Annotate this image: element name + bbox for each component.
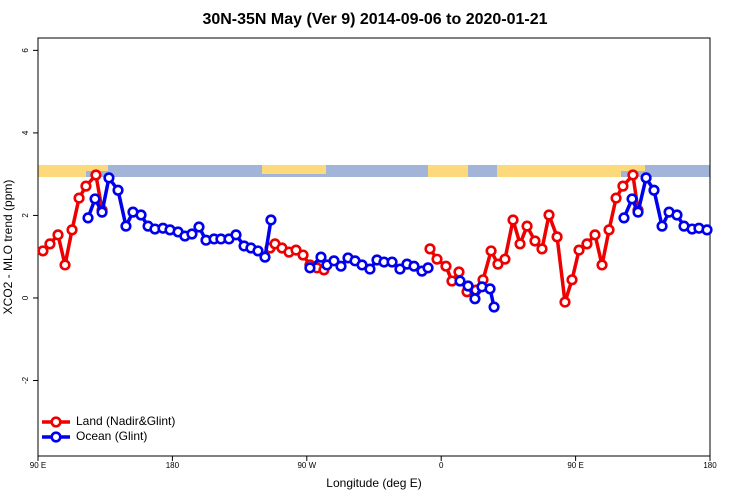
data-point [596,259,608,271]
y-tick-label: 2 [21,213,30,218]
data-point [82,212,94,224]
data-point [424,243,436,255]
data-point [408,260,420,272]
data-point [543,209,555,221]
data-point [66,224,78,236]
data-point [484,283,496,295]
data-point [499,253,511,265]
data-point [627,169,639,181]
data-point [488,301,500,313]
data-point [315,251,327,263]
data-point [297,249,309,261]
data-point [521,220,533,232]
data-point [135,209,147,221]
data-point [112,184,124,196]
data-point [364,263,376,275]
y-tick-label: -2 [21,376,30,384]
data-point [422,262,434,274]
legend-label: Ocean (Glint) [76,429,147,443]
data-point [581,238,593,250]
y-tick-label: 4 [21,130,30,135]
data-point [265,214,277,226]
data-point [617,180,629,192]
x-tick-label: 90 E [30,461,46,470]
data-point [610,192,622,204]
data-point [701,224,713,236]
data-point [514,238,526,250]
x-axis-label: Longitude (deg E) [326,476,421,490]
plot-frame [37,37,711,457]
data-point [96,206,108,218]
data-point [304,262,316,274]
y-tick-label: 6 [21,48,30,53]
data-point [120,220,132,232]
land-ocean-strip [38,165,710,177]
legend-label: Land (Nadir&Glint) [76,414,175,428]
data-point [37,245,49,257]
data-point [230,229,242,241]
data-point [328,255,340,267]
data-point [52,229,64,241]
data-point [453,266,465,278]
data-point [440,260,452,272]
data-point [618,212,630,224]
data-point [603,224,615,236]
data-point [671,209,683,221]
y-tick-label: 0 [21,295,30,300]
data-point [640,172,652,184]
data-point [290,244,302,256]
data-point [186,228,198,240]
data-point [193,221,205,233]
data-point [386,256,398,268]
x-tick-label: 180 [166,461,180,470]
data-point [431,253,443,265]
x-tick-label: 0 [439,461,444,470]
data-point [103,172,115,184]
y-axis-label: XCO2 - MLO trend (ppm) [1,180,15,315]
data-point [454,275,466,287]
data-point [536,243,548,255]
data-point [80,180,92,192]
x-tick-label: 90 W [297,461,316,470]
data-point [44,238,56,250]
data-point [656,220,668,232]
chart-title: 30N-35N May (Ver 9) 2014-09-06 to 2020-0… [202,11,547,28]
data-point [259,251,271,263]
data-point [89,193,101,205]
data-point [335,260,347,272]
legend-marker [50,431,62,443]
data-point [394,263,406,275]
legend: Land (Nadir&Glint)Ocean (Glint) [42,414,175,443]
data-point [589,229,601,241]
x-tick-label: 180 [703,461,717,470]
data-point [573,244,585,256]
data-point [559,296,571,308]
legend-marker [50,416,62,428]
data-point [529,235,541,247]
data-point [462,280,474,292]
data-point [632,206,644,218]
data-point [485,245,497,257]
data-point [73,192,85,204]
data-point [626,193,638,205]
data-point [507,214,519,226]
data-point [566,274,578,286]
data-point [648,184,660,196]
data-point [90,169,102,181]
data-point [59,259,71,271]
data-point [252,245,264,257]
data-point [469,293,481,305]
x-tick-label: 90 E [567,461,583,470]
data-point [492,258,504,270]
data-point [551,231,563,243]
